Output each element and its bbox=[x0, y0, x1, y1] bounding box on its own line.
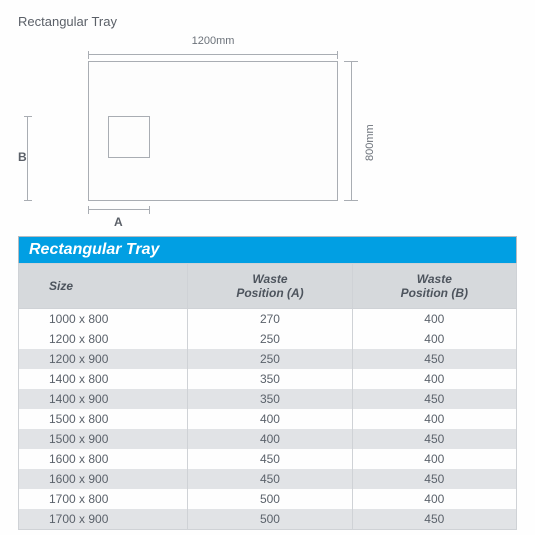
table-row: 1500 x 800400400 bbox=[19, 409, 517, 429]
cell-b: 400 bbox=[352, 369, 516, 389]
table-title: Rectangular Tray bbox=[18, 236, 517, 263]
dimension-a-line bbox=[88, 206, 150, 214]
col-waste-b: WastePosition (B) bbox=[352, 264, 516, 309]
cell-a: 250 bbox=[188, 349, 352, 369]
cell-b: 400 bbox=[352, 309, 516, 330]
col-size: Size bbox=[19, 264, 188, 309]
table-row: 1700 x 900500450 bbox=[19, 509, 517, 530]
dimension-height-line bbox=[344, 61, 358, 201]
cell-size: 1600 x 800 bbox=[19, 449, 188, 469]
cell-a: 250 bbox=[188, 329, 352, 349]
cell-a: 350 bbox=[188, 389, 352, 409]
table-row: 1000 x 800270400 bbox=[19, 309, 517, 330]
cell-a: 450 bbox=[188, 469, 352, 489]
cell-size: 1500 x 800 bbox=[19, 409, 188, 429]
cell-b: 400 bbox=[352, 409, 516, 429]
cell-a: 400 bbox=[188, 409, 352, 429]
spec-table: Size WastePosition (A) WastePosition (B)… bbox=[18, 263, 517, 530]
table-header-row: Size WastePosition (A) WastePosition (B) bbox=[19, 264, 517, 309]
dimension-width-label: 1200mm bbox=[88, 35, 338, 49]
dimension-a-label: A bbox=[114, 215, 123, 229]
table-row: 1500 x 900400450 bbox=[19, 429, 517, 449]
cell-size: 1700 x 800 bbox=[19, 489, 188, 509]
table-row: 1600 x 900450450 bbox=[19, 469, 517, 489]
cell-b: 450 bbox=[352, 389, 516, 409]
cell-size: 1500 x 900 bbox=[19, 429, 188, 449]
table-row: 1200 x 900250450 bbox=[19, 349, 517, 369]
table-row: 1400 x 800350400 bbox=[19, 369, 517, 389]
cell-size: 1700 x 900 bbox=[19, 509, 188, 530]
table-row: 1600 x 800450400 bbox=[19, 449, 517, 469]
cell-b: 400 bbox=[352, 489, 516, 509]
cell-size: 1400 x 800 bbox=[19, 369, 188, 389]
cell-b: 400 bbox=[352, 449, 516, 469]
cell-b: 400 bbox=[352, 329, 516, 349]
cell-b: 450 bbox=[352, 469, 516, 489]
diagram: 1200mm 800mm B A bbox=[18, 31, 517, 226]
cell-size: 1200 x 800 bbox=[19, 329, 188, 349]
cell-a: 450 bbox=[188, 449, 352, 469]
cell-b: 450 bbox=[352, 349, 516, 369]
cell-size: 1600 x 900 bbox=[19, 469, 188, 489]
cell-b: 450 bbox=[352, 509, 516, 530]
dimension-b-label: B bbox=[18, 150, 27, 164]
cell-a: 270 bbox=[188, 309, 352, 330]
dimension-width-line bbox=[88, 51, 338, 59]
cell-a: 400 bbox=[188, 429, 352, 449]
cell-size: 1000 x 800 bbox=[19, 309, 188, 330]
cell-b: 450 bbox=[352, 429, 516, 449]
table-row: 1200 x 800250400 bbox=[19, 329, 517, 349]
diagram-title: Rectangular Tray bbox=[18, 14, 517, 29]
table-row: 1400 x 900350450 bbox=[19, 389, 517, 409]
col-waste-a: WastePosition (A) bbox=[188, 264, 352, 309]
waste-outline bbox=[108, 116, 150, 158]
cell-a: 500 bbox=[188, 509, 352, 530]
table-row: 1700 x 800500400 bbox=[19, 489, 517, 509]
cell-size: 1400 x 900 bbox=[19, 389, 188, 409]
dimension-height-label: 800mm bbox=[364, 124, 376, 161]
cell-size: 1200 x 900 bbox=[19, 349, 188, 369]
cell-a: 500 bbox=[188, 489, 352, 509]
cell-a: 350 bbox=[188, 369, 352, 389]
